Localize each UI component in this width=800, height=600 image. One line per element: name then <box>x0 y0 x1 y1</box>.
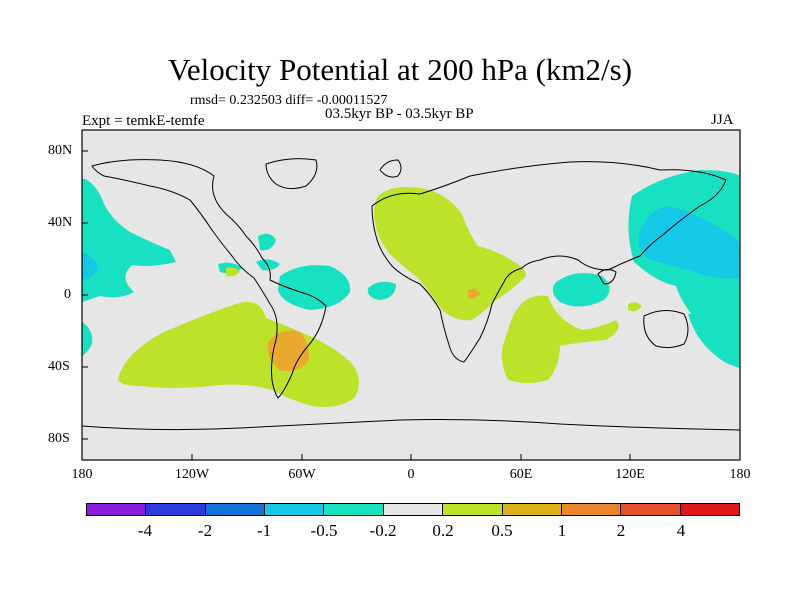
colorbar-swatch <box>87 504 147 515</box>
contour-neg-sw-pacific <box>688 313 740 368</box>
contour-neg-north-america <box>258 233 276 251</box>
contour-fills <box>82 158 740 431</box>
lat-tick-label: 40S <box>48 359 70 374</box>
colorbar-swatch <box>443 504 503 515</box>
colorbar-label: 1 <box>557 521 567 540</box>
colorbar-swatch <box>146 504 206 515</box>
contour-neg-west-pacific-core <box>638 206 740 279</box>
colorbar-swatch <box>621 504 681 515</box>
colorbar-label: -0.2 <box>369 521 397 540</box>
contour-neg-atlantic <box>278 265 351 310</box>
colorbar <box>86 503 740 516</box>
contour-pos-south-america <box>118 301 359 407</box>
lon-tick-label: 60E <box>509 467 533 482</box>
colorbar-label: 0.2 <box>432 521 454 540</box>
contour-pos-maritime <box>628 302 642 312</box>
colorbar-label: 0.5 <box>491 521 513 540</box>
contour-neg-hawaii-core <box>82 252 98 280</box>
colorbar-swatch <box>324 504 384 515</box>
colorbar-swatch <box>502 504 562 515</box>
colorbar-swatch <box>680 504 739 515</box>
coastlines <box>82 158 740 431</box>
contour-pos-indian-ocean-south <box>501 295 619 383</box>
contour-neg-indian-ocean <box>552 273 610 307</box>
chart-title: Velocity Potential at 200 hPa (km2/s) <box>167 52 633 87</box>
contour-pos-south-america-orange <box>267 330 309 371</box>
contour-pos-small-pacific <box>226 267 240 277</box>
contour-pos-africa <box>374 187 526 321</box>
lat-tick-label: 80N <box>48 143 73 158</box>
lon-tick-label: 120W <box>174 467 210 482</box>
map-background <box>82 130 740 460</box>
lon-tick-label: 180 <box>71 467 93 482</box>
axis-ticks <box>81 150 741 460</box>
colorbar-label: 2 <box>616 521 626 540</box>
contour-neg-west-africa <box>367 281 396 300</box>
colorbar-label: -4 <box>137 521 153 540</box>
colorbar-label: -2 <box>197 521 213 540</box>
lon-tick-label: 180 <box>729 467 751 482</box>
experiment-label: Expt = temkE-temfe <box>82 113 205 129</box>
period-label: 03.5kyr BP - 03.5kyr BP <box>325 106 474 122</box>
colorbar-label: -0.5 <box>310 521 338 540</box>
colorbar-label: 4 <box>676 521 686 540</box>
lat-tick-label: 40N <box>48 215 73 230</box>
lat-tick-label: 80S <box>48 431 70 446</box>
lon-tick-label: 0 <box>407 467 415 482</box>
colorbar-swatch <box>383 504 444 515</box>
contour-pos-africa-orange <box>468 288 480 299</box>
colorbar-label: -1 <box>256 521 272 540</box>
season-label: JJA <box>711 112 734 128</box>
contour-neg-central-pacific <box>82 178 176 302</box>
lon-tick-label: 60W <box>288 467 316 482</box>
contour-neg-sw-pacific-west <box>82 322 93 356</box>
stats-text: rmsd= 0.232503 diff= -0.00011527 <box>190 93 388 108</box>
lat-tick-label: 0 <box>64 287 71 302</box>
colorbar-swatch <box>561 504 622 515</box>
contour-neg-caribbean <box>256 259 280 271</box>
colorbar-swatch <box>265 504 325 515</box>
colorbar-swatch <box>205 504 266 515</box>
lon-tick-label: 120E <box>615 467 645 482</box>
